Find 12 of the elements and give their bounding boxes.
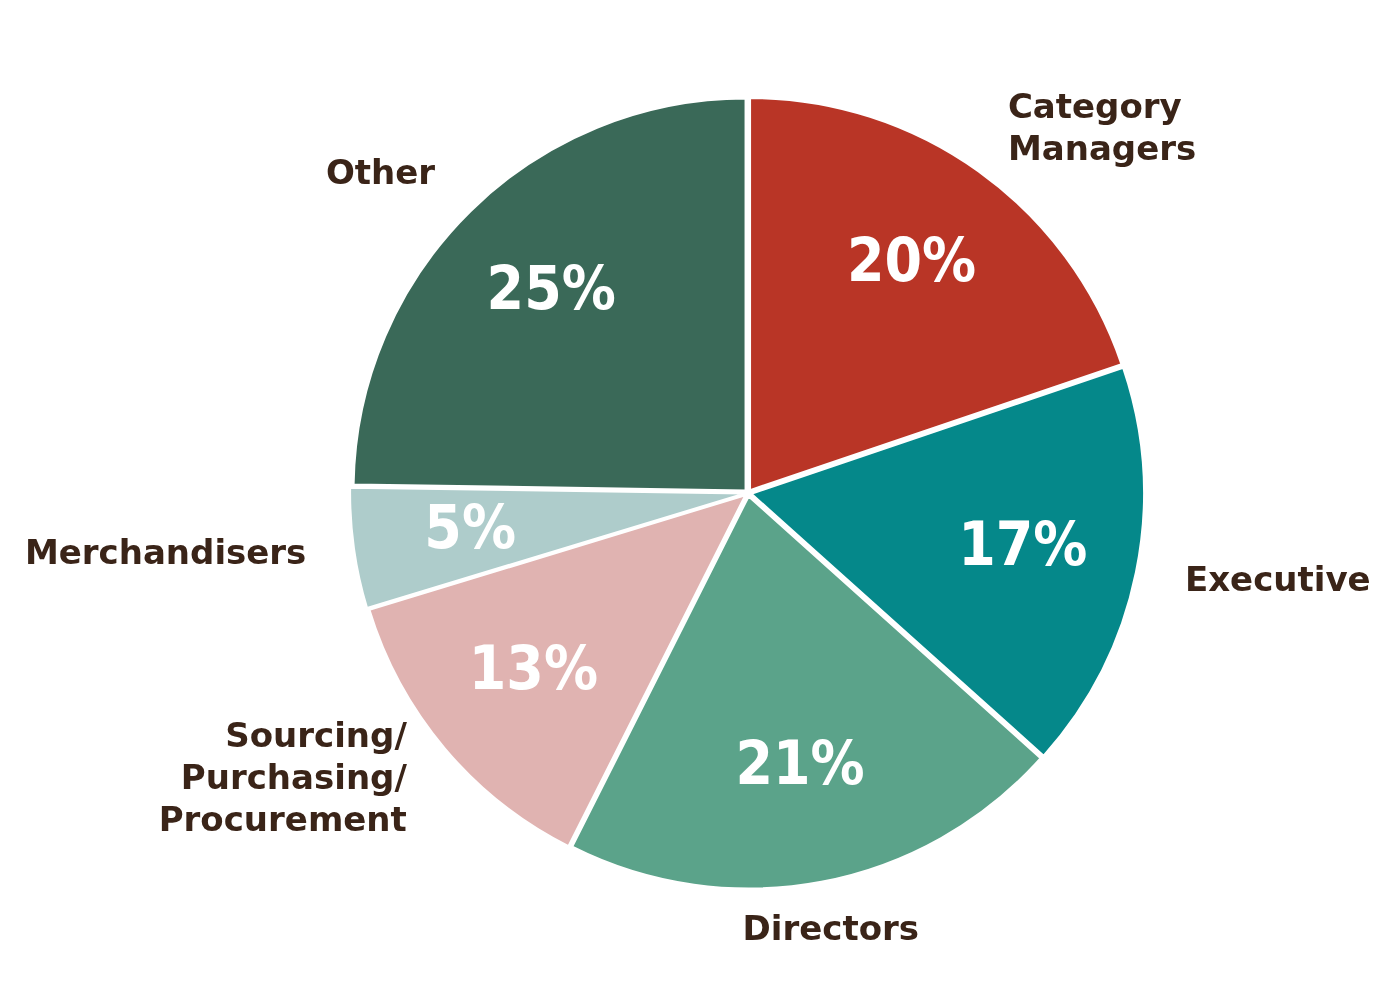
data-label: 20%: [846, 224, 977, 295]
slice-label: Category Managers: [1007, 86, 1197, 169]
data-label: 5%: [424, 491, 516, 562]
data-label: 17%: [958, 508, 1088, 579]
slice-label: Sourcing/Purchasing/Procurement: [158, 715, 408, 840]
slice-label: Merchandisers: [24, 532, 307, 573]
slice-label: Other: [325, 152, 436, 193]
slice-label: Directors: [742, 908, 919, 949]
data-label: 25%: [486, 252, 616, 323]
data-label: 21%: [735, 728, 865, 799]
data-label: 13%: [468, 633, 598, 704]
slice-label: Executive: [1184, 559, 1371, 600]
